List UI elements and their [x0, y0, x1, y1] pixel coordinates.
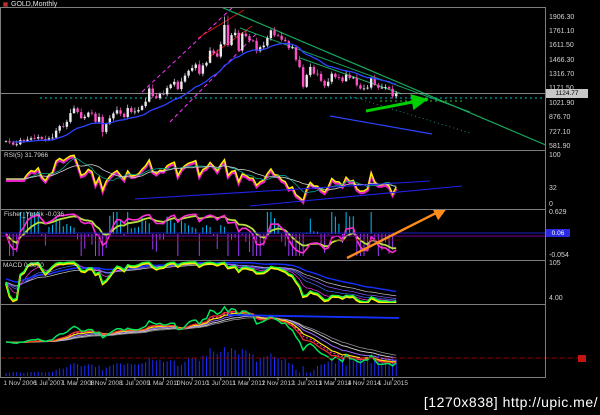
time-axis-label: 1 Jul 2013	[292, 380, 322, 387]
axis-tick-label: 0	[549, 201, 553, 208]
axis-tick-label: 32	[549, 185, 557, 192]
current-price-box: 1124.77	[546, 89, 588, 98]
time-axis-label: 1 Nov 2006	[3, 380, 37, 387]
time-axis-label: 1 Mar 2008	[61, 380, 95, 387]
axis-tick-label: 876.70	[549, 114, 571, 122]
chart-title-bar: GOLD,Monthly	[3, 1, 57, 8]
fisher-level-box: 0.06	[546, 229, 570, 237]
axis-tick-label: 1171.50	[549, 85, 574, 92]
time-axis-label: 1 Nov 2010	[175, 380, 209, 387]
time-axis-label: 1 Mar 2010	[147, 380, 181, 387]
time-axis-label: 1 Mar 2014	[318, 380, 352, 387]
chart-symbol-icon	[3, 2, 8, 7]
time-axis-label: 1 Jul 2009	[120, 380, 150, 387]
watermark-text: [1270x838] http://upic.me/	[423, 394, 598, 410]
time-axis-label: 1 Mar 2012	[232, 380, 266, 387]
axis-tick-label: 4.00	[549, 295, 563, 302]
axis-tick-label: 100	[549, 152, 561, 159]
axis-tick-label: 1906.30	[549, 13, 575, 21]
axis-tick-label: 1611.50	[549, 42, 574, 50]
axis-tick-label: 1021.90	[549, 99, 575, 107]
axis-tick-label: 581.90	[549, 142, 571, 150]
axis-tick-label: 105	[549, 260, 561, 267]
momentum-level-box	[578, 354, 586, 362]
time-axis-label: 1 Nov 2008	[89, 380, 123, 387]
macd-indicator-label: MACD 0.0000	[3, 262, 44, 269]
time-axis-label: 1 Nov 2012	[261, 380, 295, 387]
axis-tick-label: -0.054	[549, 252, 569, 259]
axis-tick-label: 1761.10	[549, 27, 575, 35]
time-axis-label: 1 Nov 2014	[347, 380, 381, 387]
axis-tick-label: 1316.70	[549, 71, 575, 79]
fisher-indicator-label: Fisher_Yur4ik -0.036	[4, 211, 64, 218]
chart-title: GOLD,Monthly	[11, 1, 58, 8]
time-axis-label: 1 Jul 2007	[34, 380, 64, 387]
rsi-indicator-label: RSI(5) 31.7966	[4, 152, 49, 159]
time-axis-label: 1 Jul 2015	[378, 380, 408, 387]
time-axis-label: 1 Jul 2011	[206, 380, 236, 387]
axis-tick-label: 727.10	[549, 128, 571, 136]
axis-tick-label: 1466.30	[549, 56, 575, 64]
axis-tick-label: 0.629	[549, 209, 567, 216]
